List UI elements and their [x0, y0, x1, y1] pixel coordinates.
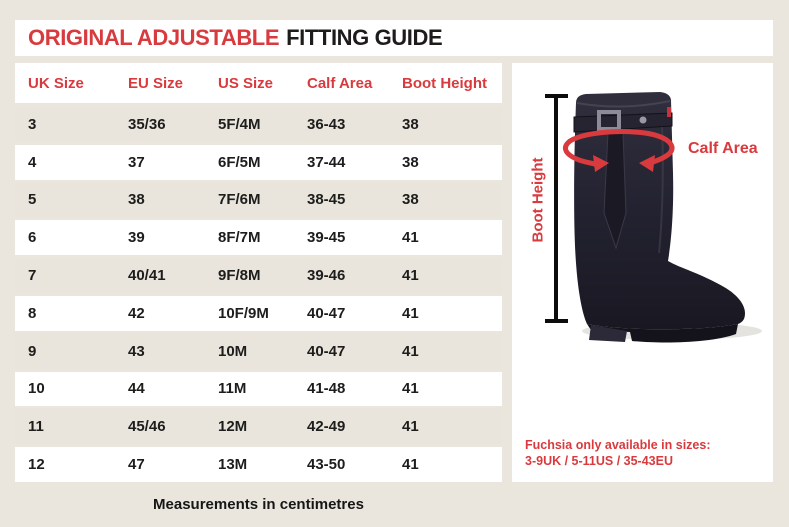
- size-table: UK Size EU Size US Size Calf Area Boot H…: [15, 63, 502, 482]
- cell-boot-height: 41: [402, 456, 419, 474]
- cell-us-size: 12M: [218, 418, 248, 436]
- page-title-suffix: FITTING GUIDE: [286, 25, 443, 50]
- cell-calf-area: 37-44: [307, 153, 346, 171]
- cell-us-size: 5F/4M: [218, 115, 261, 133]
- cell-eu-size: 37: [128, 153, 145, 171]
- cell-calf-area: 39-46: [307, 267, 346, 285]
- cell-boot-height: 41: [402, 304, 419, 322]
- table-header-row: UK Size EU Size US Size Calf Area Boot H…: [15, 63, 502, 103]
- cell-eu-size: 38: [128, 191, 145, 209]
- page-title-product: ORIGINAL ADJUSTABLE: [28, 25, 280, 50]
- cell-us-size: 6F/5M: [218, 153, 261, 171]
- table-row: 10 44 11M 41-48 41: [15, 371, 502, 407]
- column-header-uk-size: UK Size: [28, 74, 84, 92]
- cell-uk-size: 9: [28, 342, 37, 360]
- cell-uk-size: 11: [28, 418, 44, 436]
- table-row: 9 43 10M 40-47 41: [15, 333, 502, 369]
- cell-us-size: 9F/8M: [218, 267, 261, 285]
- cell-us-size: 13M: [218, 456, 248, 474]
- cell-eu-size: 44: [128, 380, 145, 398]
- cell-eu-size: 39: [128, 229, 145, 247]
- boot-highlight: [658, 124, 664, 254]
- cell-boot-height: 41: [402, 267, 419, 285]
- column-header-calf-area: Calf Area: [307, 74, 373, 92]
- cell-calf-area: 41-48: [307, 380, 346, 398]
- table-row: 8 42 10F/9M 40-47 41: [15, 295, 502, 331]
- calf-area-label: Calf Area: [688, 140, 758, 157]
- column-header-boot-height: Boot Height: [402, 74, 487, 92]
- cell-calf-area: 38-45: [307, 191, 346, 209]
- cell-calf-area: 39-45: [307, 229, 346, 247]
- cell-us-size: 10F/9M: [218, 304, 269, 322]
- cell-uk-size: 10: [28, 380, 45, 398]
- cell-calf-area: 40-47: [307, 304, 346, 322]
- cell-boot-height: 38: [402, 115, 419, 133]
- boot-buckle-icon: [597, 110, 621, 131]
- boot-illustration: [545, 92, 762, 343]
- boot-logo-tag: [667, 107, 671, 117]
- measurements-footnote: Measurements in centimetres: [153, 496, 364, 513]
- cell-eu-size: 43: [128, 342, 145, 360]
- cell-boot-height: 38: [402, 191, 419, 209]
- cell-boot-height: 41: [402, 342, 419, 360]
- boot-height-label: Boot Height: [529, 157, 547, 243]
- cell-calf-area: 40-47: [307, 342, 346, 360]
- arrowhead-right-icon: [593, 155, 609, 172]
- boot-rim: [576, 100, 671, 108]
- cell-uk-size: 7: [28, 267, 37, 285]
- fuchsia-note-line-1: Fuchsia only available in sizes:: [525, 438, 711, 452]
- table-row: 6 39 8F/7M 39-45 41: [15, 220, 502, 256]
- cell-calf-area: 42-49: [307, 418, 346, 436]
- table-row: 3 35/36 5F/4M 36-43 38: [15, 107, 502, 142]
- cell-boot-height: 38: [402, 153, 419, 171]
- cell-us-size: 10M: [218, 342, 248, 360]
- column-header-us-size: US Size: [218, 74, 274, 92]
- boot-heel: [589, 325, 627, 342]
- cell-boot-height: 41: [402, 418, 419, 436]
- cell-uk-size: 6: [28, 229, 37, 247]
- cell-uk-size: 3: [28, 115, 37, 133]
- table-row: 4 37 6F/5M 37-44 38: [15, 144, 502, 180]
- cell-uk-size: 5: [28, 191, 37, 209]
- cell-eu-size: 45/46: [128, 418, 166, 436]
- fuchsia-availability-note: Fuchsia only available in sizes: 3-9UK /…: [525, 437, 711, 469]
- cell-us-size: 7F/6M: [218, 191, 261, 209]
- boot-sole: [587, 324, 738, 343]
- cell-eu-size: 47: [128, 456, 145, 474]
- cell-uk-size: 12: [28, 456, 45, 474]
- cell-eu-size: 42: [128, 304, 145, 322]
- boot-height-measure-line: [545, 94, 568, 323]
- table-row: 12 47 13M 43-50 41: [15, 447, 502, 482]
- table-row: 5 38 7F/6M 38-45 38: [15, 182, 502, 218]
- page-title: ORIGINAL ADJUSTABLE FITTING GUIDE: [15, 20, 773, 56]
- fuchsia-note-line-2: 3-9UK / 5-11US / 35-43EU: [525, 454, 673, 468]
- column-header-eu-size: EU Size: [128, 74, 184, 92]
- boot-strap-stud-icon: [639, 116, 647, 124]
- cell-eu-size: 35/36: [128, 115, 166, 133]
- cell-boot-height: 41: [402, 229, 419, 247]
- cell-boot-height: 41: [402, 380, 419, 398]
- table-row: 11 45/46 12M 42-49 41: [15, 409, 502, 445]
- cell-calf-area: 36-43: [307, 115, 346, 133]
- cell-us-size: 8F/7M: [218, 229, 261, 247]
- table-row: 7 40/41 9F/8M 39-46 41: [15, 258, 502, 293]
- cell-uk-size: 8: [28, 304, 37, 322]
- calf-area-arrows: [562, 129, 675, 172]
- cell-calf-area: 43-50: [307, 456, 346, 474]
- boot-diagram-panel: Boot Height Calf Area Fuchsia only avail…: [512, 63, 773, 482]
- cell-us-size: 11M: [218, 380, 247, 398]
- cell-uk-size: 4: [28, 153, 37, 171]
- cell-eu-size: 40/41: [128, 267, 166, 285]
- arrowhead-left-icon: [639, 155, 655, 172]
